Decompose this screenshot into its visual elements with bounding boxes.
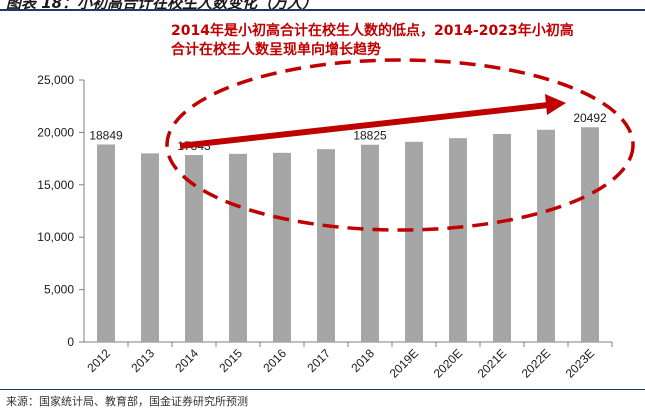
data-label: 20492 (573, 111, 607, 125)
y-tick-label: 0 (67, 335, 74, 349)
x-tick-label: 2016 (260, 346, 289, 375)
data-label: 18825 (353, 129, 387, 143)
annotation-line-2: 合计在校生人数呈现单向增长趋势 (171, 42, 381, 58)
bar (537, 129, 555, 342)
source-note: 来源：国家统计局、教育部，国金证券研究所预测 (6, 395, 248, 408)
y-tick-label: 5,000 (44, 283, 74, 297)
bar (229, 153, 247, 342)
bar (449, 138, 467, 342)
y-tick-label: 10,000 (37, 230, 74, 244)
trend-ellipse (165, 58, 635, 232)
bar (185, 155, 203, 342)
bar (141, 153, 159, 342)
data-label: 18849 (89, 128, 123, 142)
bar (405, 141, 423, 342)
x-tick-label: 2019E (387, 346, 421, 380)
trend-arrow-head (545, 94, 566, 115)
bar (581, 127, 599, 343)
annotation-text: 2014年是小初高合计在校生人数的低点，2014-2023年小初高 合计在校生人… (171, 22, 574, 60)
bar (317, 149, 335, 342)
x-tick-label: 2023E (563, 346, 597, 380)
trend-overlay (165, 58, 635, 232)
y-tick-label: 15,000 (37, 178, 74, 192)
x-tick-label: 2013 (128, 346, 157, 375)
bar (493, 133, 511, 342)
bar (361, 144, 379, 342)
data-labels: 18849178431882520492 (89, 111, 607, 153)
x-tick-label: 2021E (475, 346, 509, 380)
y-tick-label: 25,000 (37, 73, 74, 87)
x-tick-label: 2017 (304, 346, 333, 375)
x-tick-label: 2020E (431, 346, 465, 380)
trend-arrow-line (179, 102, 549, 149)
x-tick-label: 2022E (519, 346, 553, 380)
y-tick-label: 20,000 (37, 125, 74, 139)
bars (97, 127, 599, 343)
x-tick-label: 2018 (348, 346, 377, 375)
x-tick-label: 2015 (216, 346, 245, 375)
annotation-line-1: 2014年是小初高合计在校生人数的低点，2014-2023年小初高 (171, 23, 574, 39)
bar (97, 144, 115, 342)
source-rule (0, 389, 645, 390)
bar (273, 152, 291, 342)
x-tick-label: 2012 (84, 346, 113, 375)
x-tick-labels: 2012 2013 2014 2015 2016 2017 2018 2019E 2020E 20… (84, 342, 613, 381)
title-rule (0, 9, 645, 11)
x-tick-label: 2014 (172, 346, 201, 375)
